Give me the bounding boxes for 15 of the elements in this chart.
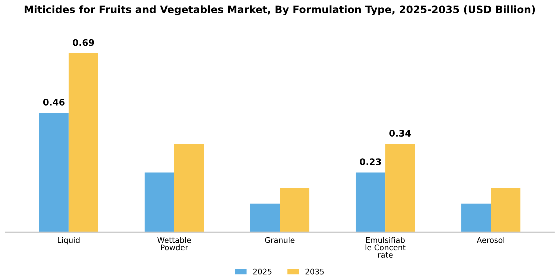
bar xyxy=(386,144,416,232)
bar xyxy=(356,172,386,232)
data-label: 0.23 xyxy=(360,158,382,166)
chart-title: Miticides for Fruits and Vegetables Market, By Formulation Type, 2025-2035 (USD Billion) xyxy=(24,6,536,16)
bar xyxy=(280,188,310,232)
data-label: 0.34 xyxy=(390,130,412,137)
bar xyxy=(491,188,521,232)
bar xyxy=(250,204,280,232)
bar xyxy=(144,172,174,232)
bar xyxy=(68,54,98,232)
bar xyxy=(174,144,204,232)
bar xyxy=(39,113,69,232)
data-label: 0.69 xyxy=(72,39,94,46)
data-label: 0.46 xyxy=(43,99,65,106)
bar xyxy=(462,204,492,232)
